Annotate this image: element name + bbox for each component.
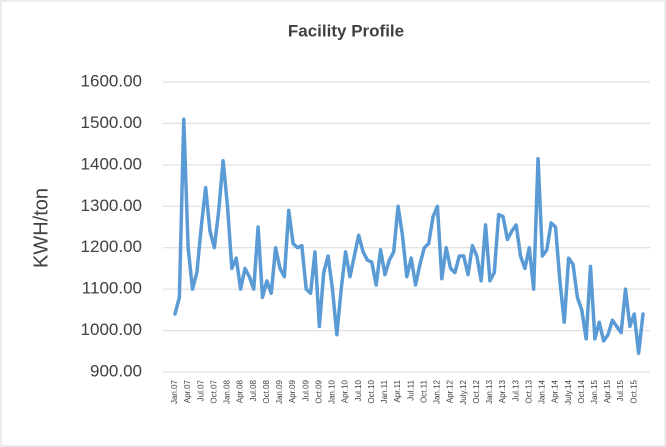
x-tick-label: Apr.12 <box>446 379 455 403</box>
y-tick-label: 1200.00 <box>81 237 142 256</box>
x-tick-label: Oct.15 <box>629 379 638 403</box>
x-tick-label: Jul.11 <box>406 379 415 400</box>
x-tick-label: Jan.12 <box>433 379 442 404</box>
x-tick-label: Apr.15 <box>603 379 612 403</box>
x-tick-label: Jan.07 <box>170 379 179 404</box>
x-tick-label: Jan.14 <box>538 379 547 404</box>
x-tick-label: Oct.14 <box>577 379 586 403</box>
y-tick-label: 1600.00 <box>81 71 142 90</box>
x-tick-label: Oct.08 <box>262 379 271 403</box>
x-tick-label: Apr.10 <box>341 379 350 403</box>
y-tick-label: 1100.00 <box>82 279 142 298</box>
y-axis-label: KWH/ton <box>30 188 52 268</box>
y-tick-label: 900.00 <box>90 361 142 380</box>
x-tick-label: Apr.14 <box>551 379 560 403</box>
chart-title: Facility Profile <box>288 21 404 40</box>
x-tick-label: Oct.13 <box>524 379 533 403</box>
x-tick-label: Apr.08 <box>236 379 245 403</box>
x-tick-label: July.14 <box>564 379 573 404</box>
x-tick-label: Apr.07 <box>183 379 192 403</box>
x-tick-label: Jul.09 <box>301 379 310 401</box>
x-tick-label: Jan.08 <box>223 379 232 404</box>
x-tick-label: Jan.09 <box>275 379 284 404</box>
x-tick-label: Apr.09 <box>288 379 297 403</box>
x-tick-label: Apr.13 <box>498 379 507 403</box>
x-tick-label: Jan.11 <box>380 379 389 403</box>
y-tick-label: 1500.00 <box>81 113 142 132</box>
x-tick-label: Oct.10 <box>367 379 376 403</box>
x-tick-label: Jul.15 <box>616 379 625 401</box>
y-tick-label: 1400.00 <box>81 154 142 173</box>
series-line <box>173 117 645 356</box>
x-tick-label: Jul.10 <box>354 379 363 401</box>
x-tick-label: Jan.13 <box>485 379 494 404</box>
x-tick-label: Apr.11 <box>393 379 402 402</box>
y-tick-label: 1300.00 <box>81 196 142 215</box>
y-tick-label: 1000.00 <box>81 320 142 339</box>
x-tick-label: July.12 <box>459 379 468 404</box>
x-tick-label: Oct.09 <box>314 379 323 403</box>
x-tick-label: Jul.13 <box>511 379 520 401</box>
x-tick-label: Oct.07 <box>209 379 218 403</box>
x-tick-label: Oct.12 <box>472 379 481 403</box>
x-tick-label: Oct.11 <box>419 379 428 403</box>
x-tick-label: Jul.08 <box>249 379 258 401</box>
x-tick-label: Jan.10 <box>328 379 337 404</box>
x-tick-label: Jan.15 <box>590 379 599 404</box>
x-tick-label: Jul.07 <box>196 379 205 401</box>
